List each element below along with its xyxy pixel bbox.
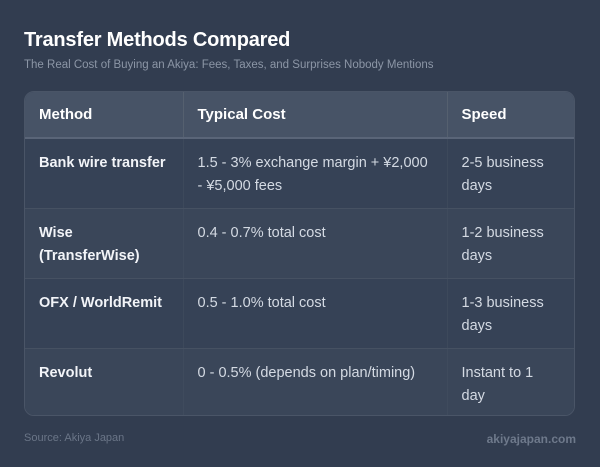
table-row: Bank wire transfer 1.5 - 3% exchange mar… (25, 138, 574, 209)
cell-cost: 0.5 - 1.0% total cost (183, 278, 448, 349)
cell-method: Bank wire transfer (25, 138, 184, 209)
cell-speed: Instant to 1 day (447, 348, 574, 415)
table-header: Method Typical Cost Speed (25, 92, 574, 139)
page-title: Transfer Methods Compared (24, 29, 291, 51)
cell-cost: 1.5 - 3% exchange margin + ¥2,000 - ¥5,0… (183, 138, 448, 209)
cell-method: Revolut (25, 348, 184, 415)
table-row: Wise (TransferWise) 0.4 - 0.7% total cos… (25, 208, 574, 279)
table-row: OFX / WorldRemit 0.5 - 1.0% total cost 1… (25, 278, 574, 349)
comparison-table-container: Method Typical Cost Speed Bank wire tran… (24, 91, 575, 416)
cell-method: OFX / WorldRemit (25, 278, 184, 349)
column-header-speed: Speed (447, 92, 574, 139)
cell-speed: 1-3 business days (447, 278, 574, 349)
cell-cost: 0 - 0.5% (depends on plan/timing) (183, 348, 448, 415)
cell-cost: 0.4 - 0.7% total cost (183, 208, 448, 279)
column-header-typical-cost: Typical Cost (183, 92, 448, 139)
site-watermark: akiyajapan.com (486, 432, 576, 446)
transfer-methods-table: Method Typical Cost Speed Bank wire tran… (25, 92, 574, 415)
column-header-method: Method (25, 92, 184, 139)
cell-speed: 2-5 business days (447, 138, 574, 209)
table-body: Bank wire transfer 1.5 - 3% exchange mar… (25, 138, 574, 415)
cell-speed: 1-2 business days (447, 208, 574, 279)
table-row: Revolut 0 - 0.5% (depends on plan/timing… (25, 348, 574, 415)
source-note: Source: Akiya Japan (24, 432, 125, 444)
page-subtitle: The Real Cost of Buying an Akiya: Fees, … (24, 59, 434, 71)
table-header-row: Method Typical Cost Speed (25, 92, 574, 139)
cell-method: Wise (TransferWise) (25, 208, 184, 279)
